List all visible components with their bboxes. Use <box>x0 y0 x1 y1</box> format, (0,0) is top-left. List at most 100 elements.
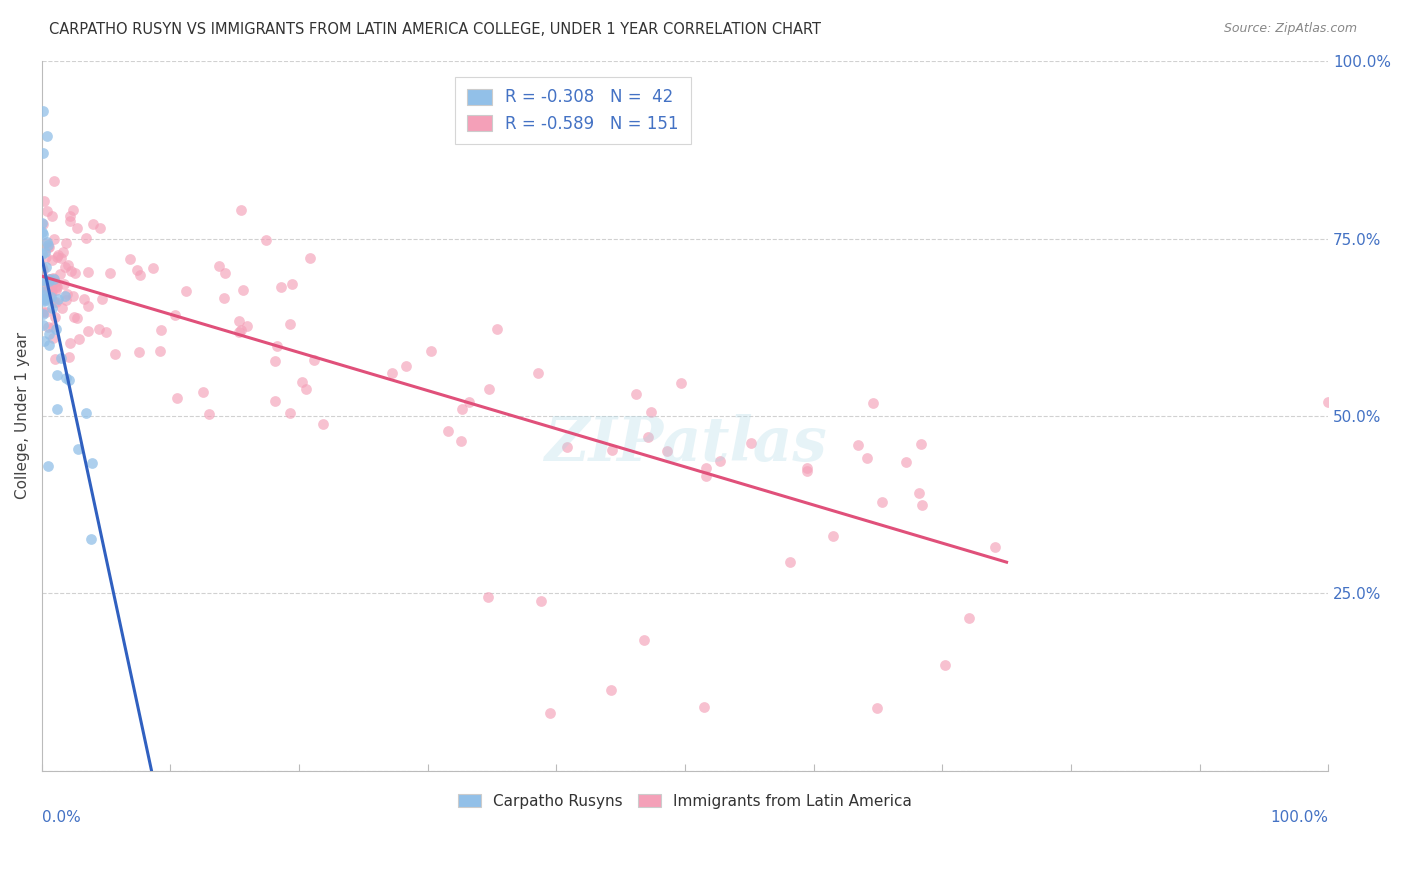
Point <box>39 285 62 300</box>
Point <box>42 270 65 285</box>
Point <box>395 359 418 374</box>
Point <box>31 247 53 261</box>
Point <box>264 393 287 408</box>
Point <box>38 272 60 286</box>
Point <box>59 336 82 351</box>
Point <box>872 494 894 508</box>
Point <box>65 266 87 280</box>
Text: ZIPatlas: ZIPatlas <box>544 414 827 475</box>
Point <box>796 460 818 475</box>
Point <box>381 367 404 381</box>
Point <box>67 442 90 456</box>
Point <box>31 260 53 275</box>
Point <box>38 327 60 342</box>
Point <box>229 323 252 337</box>
Point <box>530 594 553 608</box>
Point <box>555 440 578 454</box>
Point <box>41 285 63 299</box>
Point <box>35 251 58 265</box>
Legend: Carpatho Rusyns, Immigrants from Latin America: Carpatho Rusyns, Immigrants from Latin A… <box>450 786 920 816</box>
Point <box>128 345 150 359</box>
Point <box>39 272 62 286</box>
Point <box>692 699 714 714</box>
Point <box>821 528 844 542</box>
Point <box>655 444 678 458</box>
Point <box>129 268 152 282</box>
Point <box>80 456 103 470</box>
Point <box>35 281 58 295</box>
Point <box>855 451 877 466</box>
Point <box>278 317 301 331</box>
Point <box>51 351 73 366</box>
Point <box>32 305 55 319</box>
Point <box>55 371 77 385</box>
Point <box>35 260 58 274</box>
Point <box>865 701 887 715</box>
Point <box>44 295 66 310</box>
Point <box>77 324 100 338</box>
Point <box>32 307 55 321</box>
Point <box>32 273 55 287</box>
Point <box>270 280 292 294</box>
Point <box>280 406 302 420</box>
Point <box>779 555 801 569</box>
Point <box>934 658 956 673</box>
Point <box>59 214 82 228</box>
Point <box>34 236 56 251</box>
Point <box>477 590 499 604</box>
Point <box>34 292 56 306</box>
Point <box>910 436 932 450</box>
Point <box>31 225 53 239</box>
Point <box>312 417 335 432</box>
Point <box>66 311 89 326</box>
Point <box>485 321 508 335</box>
Point <box>32 263 55 277</box>
Point <box>42 272 65 286</box>
Point <box>67 332 90 346</box>
Point <box>51 252 73 266</box>
Point <box>127 263 149 277</box>
Point <box>35 128 58 143</box>
Point <box>45 283 67 297</box>
Point <box>38 338 60 352</box>
Point <box>58 350 80 364</box>
Point <box>266 339 288 353</box>
Point <box>94 325 117 339</box>
Point <box>232 284 254 298</box>
Point <box>66 220 89 235</box>
Point <box>91 293 114 307</box>
Point <box>32 217 55 231</box>
Point <box>39 282 62 296</box>
Text: 100.0%: 100.0% <box>1270 810 1329 825</box>
Point <box>80 532 103 546</box>
Point <box>709 454 731 468</box>
Point <box>42 174 65 188</box>
Point <box>37 285 59 299</box>
Point <box>45 250 67 264</box>
Point <box>637 430 659 444</box>
Point <box>538 706 561 720</box>
Point <box>669 376 692 390</box>
Point <box>77 265 100 279</box>
Point <box>44 275 66 289</box>
Point <box>58 373 80 387</box>
Point <box>458 395 481 409</box>
Point <box>478 382 501 396</box>
Point <box>796 464 818 478</box>
Point <box>41 209 63 223</box>
Point <box>281 277 304 291</box>
Point <box>118 252 141 266</box>
Point <box>37 291 59 305</box>
Point <box>846 438 869 452</box>
Point <box>52 277 75 291</box>
Point <box>37 458 59 473</box>
Point <box>75 407 97 421</box>
Point <box>82 217 104 231</box>
Point <box>45 322 67 336</box>
Point <box>740 436 762 450</box>
Point <box>44 310 66 324</box>
Text: 0.0%: 0.0% <box>42 810 80 825</box>
Point <box>46 248 69 262</box>
Point <box>165 308 187 322</box>
Point <box>42 320 65 334</box>
